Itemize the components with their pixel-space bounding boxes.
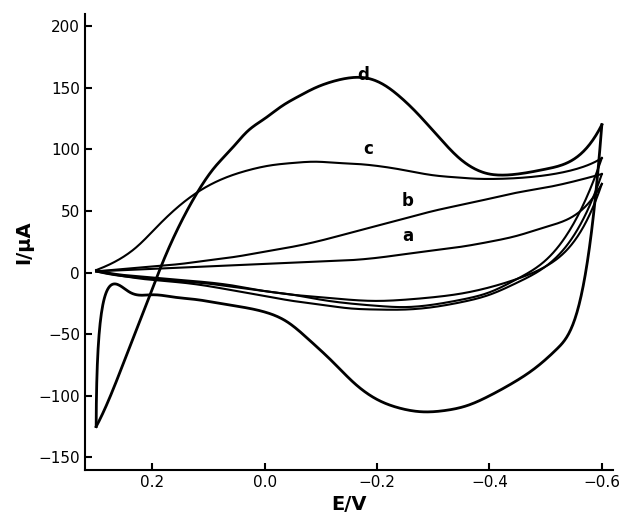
Text: c: c: [364, 140, 373, 158]
Text: b: b: [402, 192, 414, 210]
Y-axis label: I/μA: I/μA: [14, 220, 33, 263]
Text: a: a: [403, 227, 413, 244]
Text: d: d: [357, 67, 369, 84]
X-axis label: E/V: E/V: [331, 495, 367, 514]
